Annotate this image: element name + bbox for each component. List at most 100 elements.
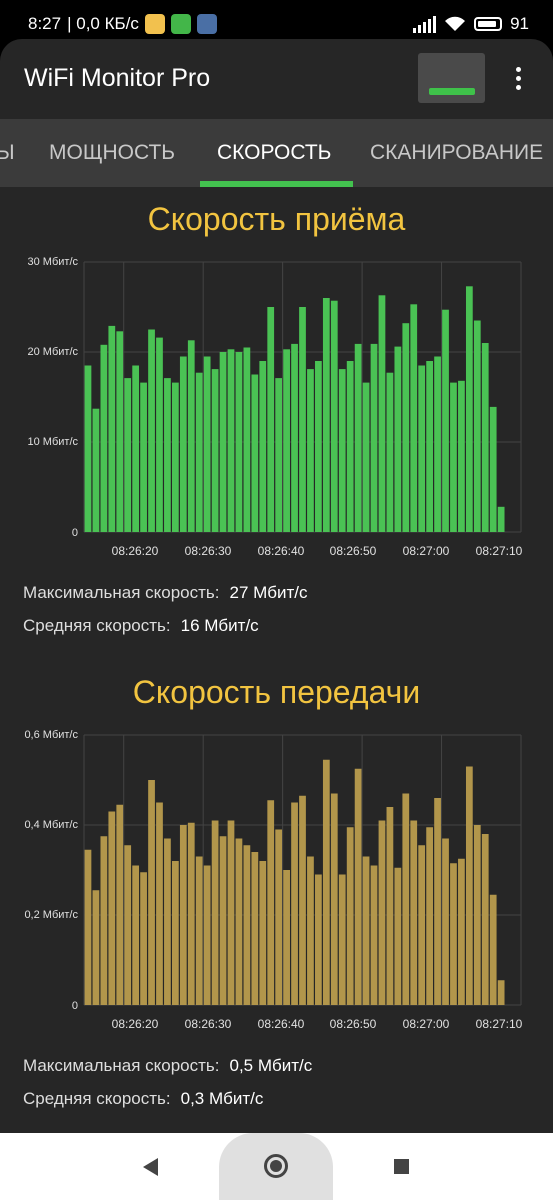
chart-bar — [227, 820, 235, 1005]
chart-bar — [354, 343, 362, 532]
chart-bar — [426, 361, 433, 532]
chart-bar — [251, 852, 259, 1005]
wifi-app-notification-icon — [170, 14, 191, 34]
app-bar: WiFi Monitor Pro — [0, 39, 553, 119]
chart-bar — [450, 863, 457, 1005]
avg-speed-label: Средняя скорость: — [23, 616, 171, 635]
upload-max-stat: Максимальная скорость: 0,5 Мбит/с — [23, 1056, 312, 1076]
chart-bar — [92, 408, 100, 532]
upload-avg-stat: Средняя скорость: 0,3 Мбит/с — [23, 1089, 263, 1109]
app-window: WiFi Monitor Pro Ы МОЩНОСТЬ СКОРОСТЬ СКА… — [0, 39, 553, 1133]
x-tick-label: 08:26:40 — [257, 1017, 305, 1031]
chart-bar — [84, 849, 92, 1005]
chart-bar — [172, 861, 179, 1005]
active-tab-indicator — [200, 181, 353, 187]
chart-bar — [386, 372, 394, 532]
chart-bar — [299, 795, 306, 1005]
recent-apps-icon[interactable] — [394, 1159, 409, 1174]
chart-bar — [370, 343, 378, 532]
home-icon[interactable] — [264, 1154, 288, 1178]
avg-speed-label: Средняя скорость: — [23, 1089, 171, 1108]
chart-bar — [148, 780, 155, 1005]
chart-bar — [243, 845, 251, 1005]
max-speed-value: 27 Мбит/с — [229, 583, 308, 602]
chart-bar — [370, 865, 378, 1005]
x-tick-label: 08:26:50 — [329, 544, 377, 558]
chart-bar — [465, 766, 473, 1005]
chart-bar — [243, 347, 251, 532]
settings-notification-icon — [196, 14, 217, 34]
chart-bar — [378, 295, 386, 532]
chart-bar — [219, 352, 227, 532]
chart-bar — [442, 309, 449, 532]
back-icon[interactable] — [143, 1158, 158, 1176]
chart-bar — [458, 380, 465, 532]
more-vert-icon[interactable] — [508, 67, 528, 93]
x-tick-label: 08:26:20 — [111, 544, 159, 558]
tab-power[interactable]: МОЩНОСТЬ — [49, 141, 176, 164]
chart-bar — [362, 382, 370, 532]
chart-bar — [275, 378, 283, 532]
download-avg-stat: Средняя скорость: 16 Мбит/с — [23, 616, 259, 636]
signal-toggle-icon — [429, 88, 475, 95]
chart-bar — [203, 356, 211, 532]
tab-partial[interactable]: Ы — [0, 141, 15, 164]
chart-bar — [394, 867, 402, 1005]
chart-bar — [267, 800, 275, 1005]
chart-bar — [259, 361, 267, 532]
chart-bar — [156, 337, 163, 532]
y-tick-label: 10 Мбит/с — [27, 436, 79, 448]
status-net-speed: | 0,0 КБ/с — [67, 14, 139, 33]
chart-bar — [330, 300, 338, 532]
chart-bar — [410, 304, 418, 532]
chart-bar — [322, 759, 330, 1005]
chart-bar — [235, 352, 243, 532]
max-speed-label: Максимальная скорость: — [23, 583, 220, 602]
x-tick-label: 08:27:00 — [402, 544, 450, 558]
status-time: 8:27 — [28, 14, 62, 33]
tab-speed[interactable]: СКОРОСТЬ — [217, 141, 332, 164]
y-tick-label: 0,4 Мбит/с — [24, 819, 78, 831]
y-tick-label: 0 — [71, 1000, 78, 1012]
status-bar: 8:27 | 0,0 КБ/с 91 — [0, 0, 553, 46]
chart-bar — [283, 349, 290, 532]
y-tick-label: 0,6 Мбит/с — [24, 729, 78, 741]
wifi-status-icon — [445, 16, 466, 31]
tab-scanning[interactable]: СКАНИРОВАНИЕ — [370, 141, 544, 164]
chart-bar — [108, 811, 116, 1005]
chart-bar — [179, 825, 187, 1005]
max-speed-value: 0,5 Мбит/с — [229, 1056, 313, 1075]
download-chart-title: Скорость приёма — [147, 201, 406, 237]
chart-bar — [132, 865, 140, 1005]
chart-bar — [402, 323, 410, 532]
chart-bar — [473, 320, 481, 532]
chart-bar — [489, 406, 497, 532]
chart-bar — [116, 331, 124, 532]
x-tick-label: 08:27:10 — [475, 1017, 523, 1031]
chart-bar — [426, 827, 433, 1005]
chart-bar — [434, 798, 441, 1005]
battery-icon — [474, 17, 503, 31]
chart-bar — [418, 365, 426, 532]
chart-bar — [434, 356, 441, 532]
tab-bar: Ы МОЩНОСТЬ СКОРОСТЬ СКАНИРОВАНИЕ — [0, 119, 553, 187]
signal-toggle-button[interactable] — [418, 53, 485, 103]
chart-bar — [283, 870, 290, 1005]
chart-bar — [132, 365, 140, 532]
x-tick-label: 08:27:00 — [402, 1017, 450, 1031]
app-title: WiFi Monitor Pro — [24, 64, 211, 92]
chart-bar — [235, 838, 243, 1005]
avg-speed-value: 0,3 Мбит/с — [180, 1089, 264, 1108]
chart-bar — [307, 369, 314, 532]
chart-bar — [164, 838, 171, 1005]
chart-bar — [259, 861, 267, 1005]
y-tick-label: 30 Мбит/с — [27, 256, 79, 268]
chart-bar — [100, 344, 108, 532]
chart-bar — [458, 858, 465, 1005]
chart-bar — [251, 374, 259, 532]
chart-bar — [227, 349, 235, 532]
chart-bar — [489, 894, 497, 1005]
chart-bar — [124, 378, 132, 532]
cell-signal-icon — [413, 15, 437, 33]
x-tick-label: 08:26:30 — [184, 1017, 232, 1031]
